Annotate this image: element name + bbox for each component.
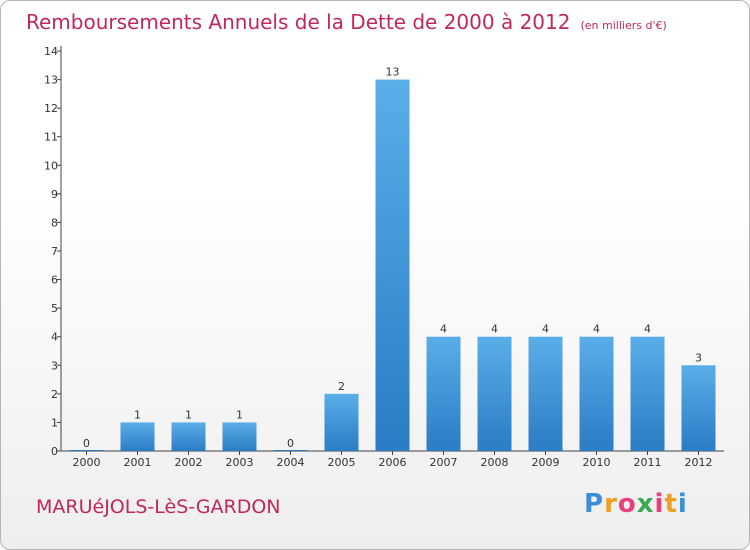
data-label-2004: 0 — [287, 437, 294, 450]
data-label-2000: 0 — [83, 437, 90, 450]
x-tick-label-2001: 2001 — [124, 456, 152, 469]
y-tick-label: 2 — [51, 388, 58, 401]
x-tick-label-2010: 2010 — [583, 456, 611, 469]
y-tick-label: 11 — [44, 131, 58, 144]
data-label-2007: 4 — [440, 323, 447, 336]
y-tick-label: 6 — [51, 274, 58, 287]
bar-2007 — [426, 336, 461, 451]
bar-2002 — [171, 422, 206, 451]
data-label-2006: 13 — [386, 66, 400, 79]
data-label-2011: 4 — [644, 323, 651, 336]
chart-subtitle: (en milliers d'€) — [580, 19, 667, 32]
data-label-2002: 1 — [185, 408, 192, 421]
x-tick-label-2003: 2003 — [226, 456, 254, 469]
y-tick-label: 3 — [51, 359, 58, 372]
logo-letter: i — [677, 489, 688, 519]
bar-2003 — [222, 422, 257, 451]
x-tick-label-2004: 2004 — [277, 456, 305, 469]
y-tick-label: 8 — [51, 216, 58, 229]
y-tick-label: 7 — [51, 245, 58, 258]
y-tick-label: 9 — [51, 188, 58, 201]
bar-2008 — [477, 336, 512, 451]
bar-2012 — [681, 365, 716, 451]
data-label-2012: 3 — [695, 351, 702, 364]
x-tick-label-2006: 2006 — [379, 456, 407, 469]
bar-2011 — [630, 336, 665, 451]
logo-letter: r — [604, 489, 618, 519]
x-tick-label-2011: 2011 — [634, 456, 662, 469]
bar-2009 — [528, 336, 563, 451]
chart-title: Remboursements Annuels de la Dette de 20… — [26, 10, 667, 34]
x-tick-label-2005: 2005 — [328, 456, 356, 469]
y-tick-label: 4 — [51, 331, 58, 344]
y-tick-label: 1 — [51, 416, 58, 429]
logo-letter: o — [617, 489, 637, 519]
data-label-2008: 4 — [491, 323, 498, 336]
data-label-2009: 4 — [542, 323, 549, 336]
logo-letter: t — [664, 489, 678, 519]
y-tick-label: 13 — [44, 74, 58, 87]
x-tick-label-2007: 2007 — [430, 456, 458, 469]
logo-letter: i — [654, 489, 665, 519]
y-tick-label: 0 — [51, 445, 58, 458]
chart-title-text: Remboursements Annuels de la Dette de 20… — [26, 10, 571, 34]
bar-2005 — [324, 393, 359, 451]
y-tick-label: 5 — [51, 302, 58, 315]
x-tick-label-2000: 2000 — [73, 456, 101, 469]
data-label-2005: 2 — [338, 380, 345, 393]
bar-2010 — [579, 336, 614, 451]
bar-2006 — [375, 79, 410, 452]
x-tick-label-2008: 2008 — [481, 456, 509, 469]
x-tick-label-2002: 2002 — [175, 456, 203, 469]
data-label-2003: 1 — [236, 408, 243, 421]
bar-2001 — [120, 422, 155, 451]
data-label-2010: 4 — [593, 323, 600, 336]
logo-letter: P — [584, 489, 605, 519]
logo-letter: x — [636, 489, 655, 519]
data-label-2001: 1 — [134, 408, 141, 421]
y-tick-label: 14 — [44, 45, 58, 58]
y-tick-label: 12 — [44, 102, 58, 115]
y-tick-label: 10 — [44, 159, 58, 172]
x-tick-label-2009: 2009 — [532, 456, 560, 469]
commune-name: MARUéJOLS-LèS-GARDON — [36, 496, 281, 518]
x-tick-label-2012: 2012 — [685, 456, 713, 469]
proxiti-logo: Proxiti — [584, 489, 688, 519]
